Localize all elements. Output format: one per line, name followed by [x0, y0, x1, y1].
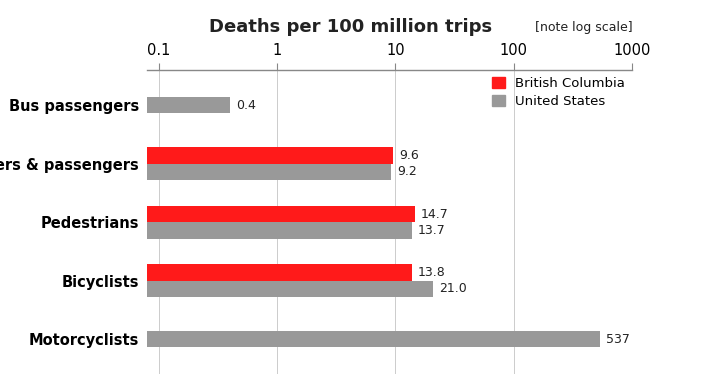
Text: 9.2: 9.2: [397, 165, 416, 179]
Bar: [0, 264, 412, 281]
Bar: [0, 222, 411, 239]
Text: 21.0: 21.0: [439, 282, 467, 296]
Text: [note log scale]: [note log scale]: [535, 21, 633, 34]
Legend: British Columbia, United States: British Columbia, United States: [491, 77, 625, 108]
Bar: [0, 164, 391, 180]
Bar: [0, 97, 230, 113]
Bar: [0, 147, 393, 164]
Text: 13.7: 13.7: [417, 224, 445, 237]
Text: 14.7: 14.7: [421, 207, 449, 221]
Text: Deaths per 100 million trips: Deaths per 100 million trips: [209, 18, 492, 36]
Text: 0.4: 0.4: [236, 99, 256, 112]
Text: 537: 537: [606, 333, 630, 346]
Bar: [0, 206, 415, 222]
Text: 9.6: 9.6: [399, 149, 419, 162]
Text: 13.8: 13.8: [418, 266, 446, 279]
Bar: [0, 281, 433, 297]
Bar: [0, 331, 600, 347]
